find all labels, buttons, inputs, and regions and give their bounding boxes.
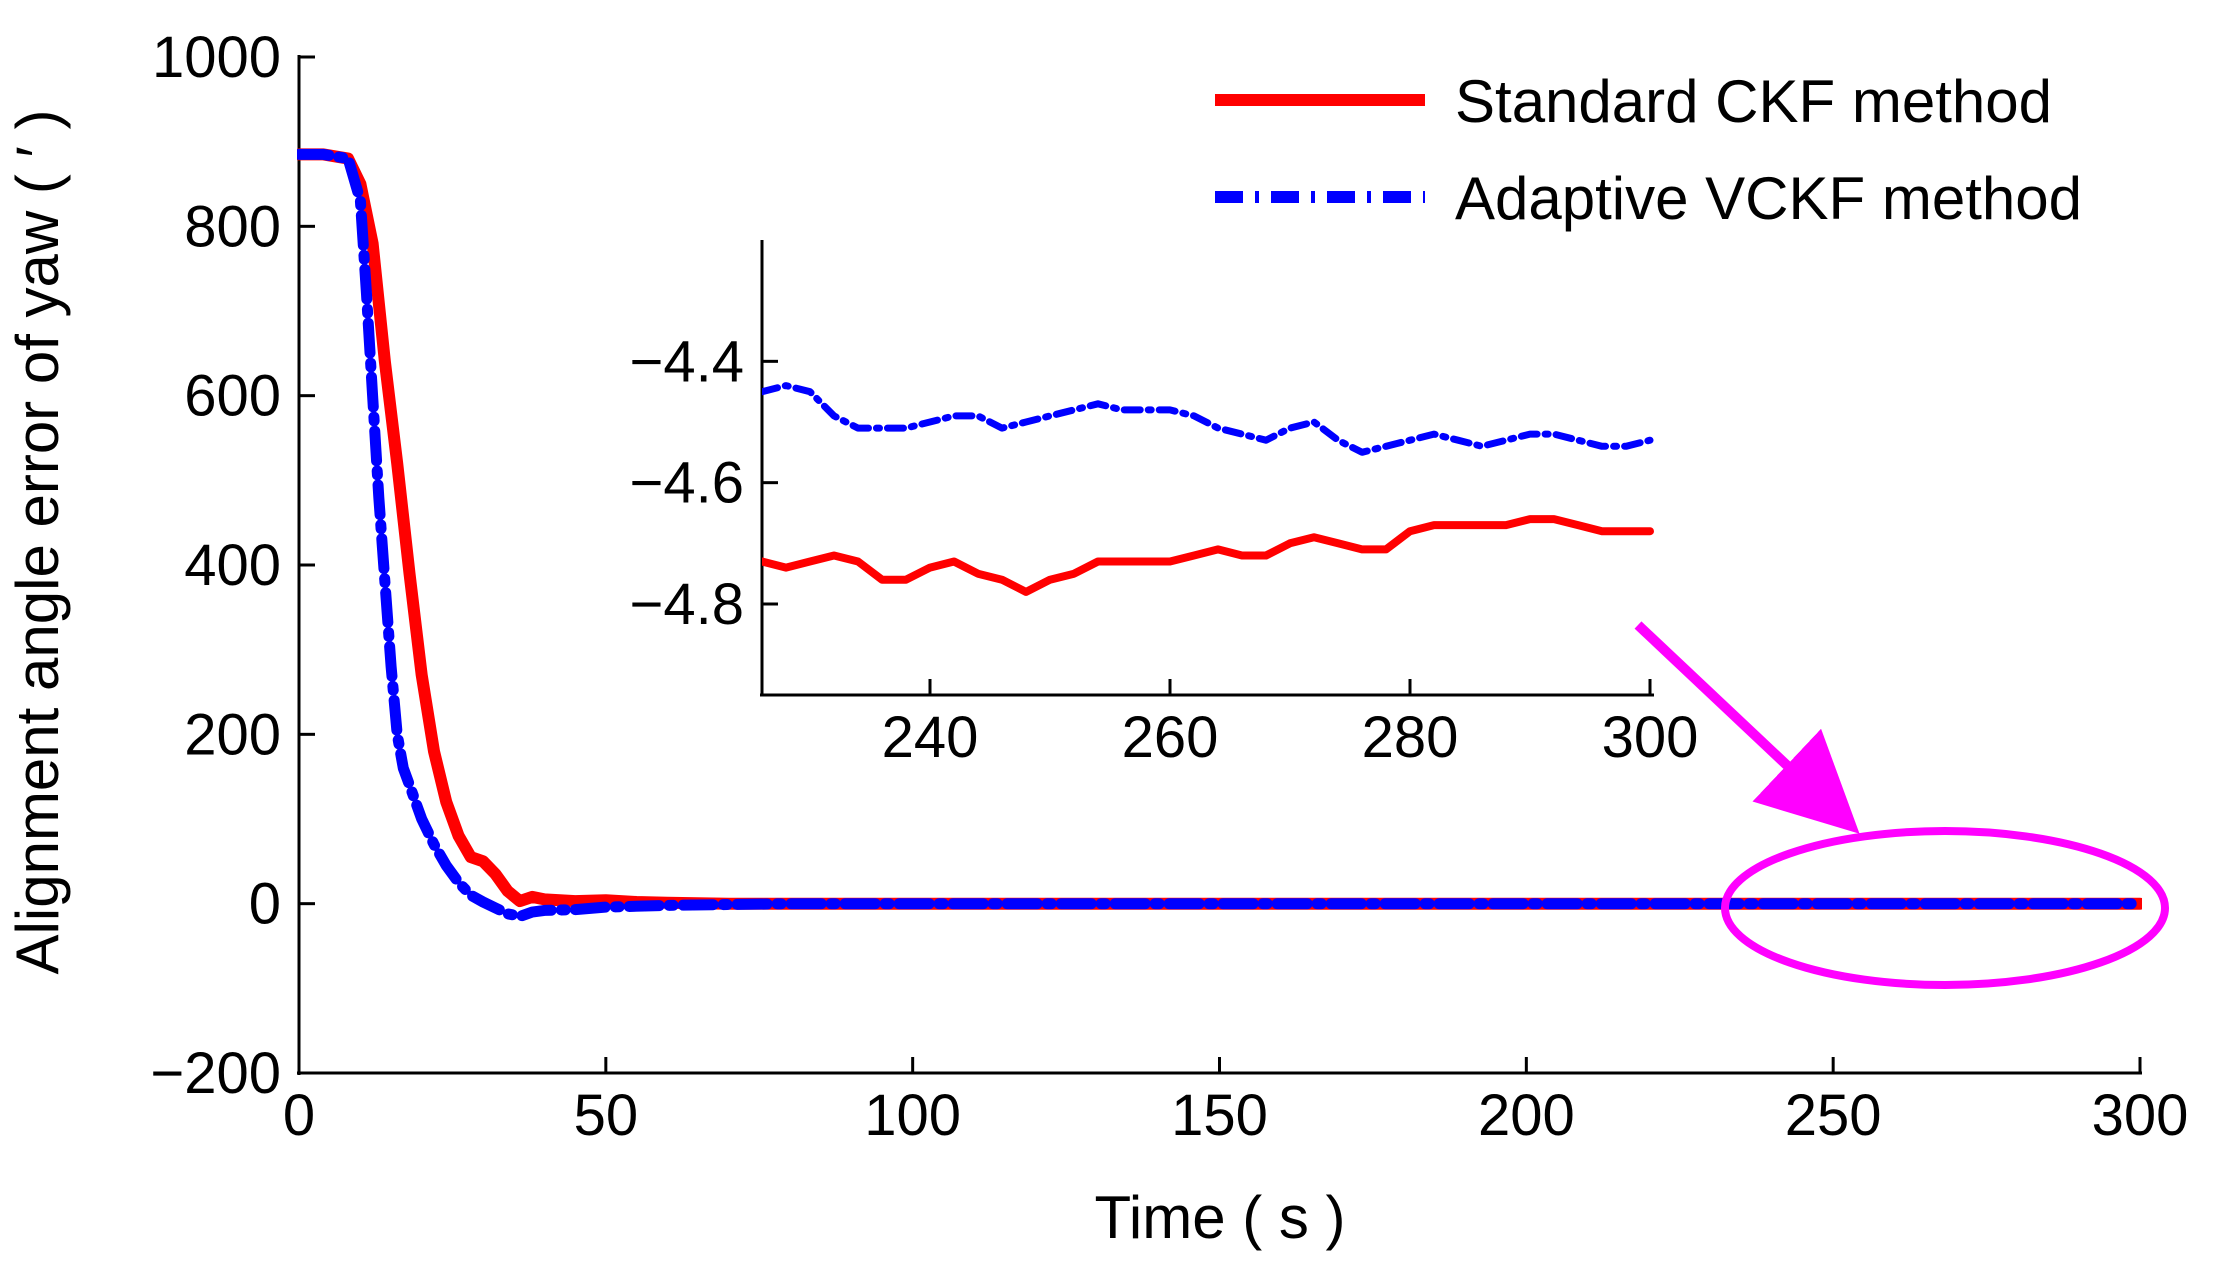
x-axis-label: Time ( s ) bbox=[1094, 1184, 1345, 1251]
main-y-tick-label: 1000 bbox=[152, 25, 281, 90]
zoom-callout bbox=[1634, 621, 2169, 989]
main-y-tick-label: 800 bbox=[184, 194, 281, 259]
inset-y-tick-label: −4.8 bbox=[630, 572, 745, 637]
inset-x-tick-label: 260 bbox=[1122, 705, 1219, 770]
inset-y-ticks: −4.4 −4.6 −4.8 bbox=[630, 329, 778, 637]
main-x-ticks: 0 50 100 150 200 250 300 bbox=[283, 1057, 2189, 1148]
highlight-ellipse bbox=[1721, 827, 2169, 989]
main-y-tick-label: 400 bbox=[184, 533, 281, 598]
legend-label-adaptive-vckf: Adaptive VCKF method bbox=[1455, 165, 2082, 232]
callout-arrow bbox=[1634, 621, 1860, 834]
main-y-ticks: −200 0 200 400 600 800 1000 bbox=[150, 25, 315, 1106]
main-series-line-adaptive-vckf bbox=[297, 148, 2142, 922]
main-x-tick-label: 150 bbox=[1171, 1083, 1268, 1148]
main-y-tick-label: 600 bbox=[184, 364, 281, 429]
main-x-tick-label: 250 bbox=[1785, 1083, 1882, 1148]
main-x-tick-label: 300 bbox=[2092, 1083, 2189, 1148]
main-x-tick-label: 100 bbox=[864, 1083, 961, 1148]
inset-axes: 240 260 280 300 −4.4 −4.6 −4.8 bbox=[630, 240, 1699, 770]
inset-x-tick-label: 240 bbox=[882, 705, 979, 770]
main-series-group bbox=[297, 148, 2142, 922]
main-x-tick-label: 0 bbox=[283, 1083, 315, 1148]
inset-series-line-standard-ckf bbox=[762, 515, 1654, 596]
inset-x-ticks: 240 260 280 300 bbox=[882, 679, 1699, 770]
inset-y-tick-label: −4.4 bbox=[630, 329, 745, 394]
inset-series-group bbox=[762, 382, 1654, 596]
main-y-tick-label: −200 bbox=[150, 1041, 281, 1106]
inset-series-line-adaptive-vckf bbox=[762, 382, 1654, 456]
inset-x-tick-label: 300 bbox=[1602, 705, 1699, 770]
legend: Standard CKF method Adaptive VCKF method bbox=[1215, 68, 2082, 232]
main-x-tick-label: 50 bbox=[574, 1083, 639, 1148]
y-axis-label: Alignment angle error of yaw ( ′ ) bbox=[4, 110, 71, 975]
inset-x-tick-label: 280 bbox=[1362, 705, 1459, 770]
main-x-tick-label: 200 bbox=[1478, 1083, 1575, 1148]
inset-background bbox=[762, 240, 1654, 695]
main-y-tick-label: 0 bbox=[249, 872, 281, 937]
legend-label-standard-ckf: Standard CKF method bbox=[1455, 68, 2052, 135]
inset-y-tick-label: −4.6 bbox=[630, 451, 745, 516]
main-y-tick-label: 200 bbox=[184, 702, 281, 767]
